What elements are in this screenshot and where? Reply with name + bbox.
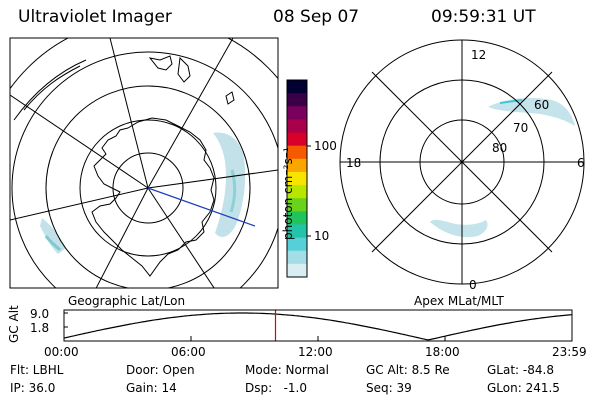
mlat-label-60: 60 xyxy=(534,98,550,112)
instrument-title: Ultraviolet Imager xyxy=(18,7,172,27)
intensity-colorbar xyxy=(286,79,308,278)
filter-info: Flt: LBHL xyxy=(10,363,64,377)
observation-date: 08 Sep 07 xyxy=(273,7,360,27)
geographic-caption: Geographic Lat/Lon xyxy=(68,294,186,308)
colorbar-swatch xyxy=(287,198,307,212)
mlt-label-18: 18 xyxy=(346,156,362,170)
mode-info: Mode: Normal xyxy=(245,363,329,377)
colorbar-swatch xyxy=(287,158,307,173)
colorbar-swatch xyxy=(287,80,307,94)
colorbar-swatch xyxy=(287,211,307,225)
latitude-circles xyxy=(10,38,278,288)
altitude-timeline xyxy=(63,309,573,342)
colorbar-swatch xyxy=(287,171,307,186)
timeline-y-tick-1-8: 1.8 xyxy=(30,321,50,335)
timeline-x-tick-2359: 23:59 xyxy=(552,345,587,359)
dsp-info: Dsp: -1.0 xyxy=(245,381,308,395)
colorbar-swatch xyxy=(287,119,307,134)
colorbar-swatch xyxy=(287,93,307,107)
geographic-map xyxy=(9,37,279,289)
colorbar-swatch xyxy=(287,145,307,160)
mlt-label-0: 0 xyxy=(469,278,477,292)
coastline xyxy=(91,117,215,277)
glon-info: GLon: 241.5 xyxy=(487,381,560,395)
timeline-y-tick-9: 9.0 xyxy=(30,307,50,321)
aurora-emission-right xyxy=(430,98,575,238)
colorbar-swatch xyxy=(287,237,307,252)
glat-info: GLat: -84.8 xyxy=(487,363,554,377)
colorbar-tick-100: 100 xyxy=(314,139,337,153)
timeline-x-tick-0600: 06:00 xyxy=(171,345,206,359)
colorbar-swatch xyxy=(287,132,307,147)
colorbar-unit-label: photon cm⁻²s⁻¹ xyxy=(281,147,295,240)
timeline-x-tick-0000: 00:00 xyxy=(44,345,79,359)
timeline-y-label: GC Alt xyxy=(7,305,21,343)
seq-info: Seq: 39 xyxy=(366,381,412,395)
mlat-label-70: 70 xyxy=(513,121,529,135)
noon-meridian-line xyxy=(147,187,256,227)
timeline-x-tick-1800: 18:00 xyxy=(425,345,460,359)
magnetic-polar-plot xyxy=(339,39,585,285)
colorbar-tick-10: 10 xyxy=(314,229,330,243)
longitude-lines xyxy=(10,38,278,288)
apex-caption: Apex MLat/MLT xyxy=(414,294,504,308)
gc-alt-info: GC Alt: 8.5 Re xyxy=(366,363,450,377)
mlt-label-12: 12 xyxy=(471,48,487,62)
observation-time: 09:59:31 UT xyxy=(431,7,536,27)
colorbar-swatch xyxy=(287,250,307,265)
timeline-x-tick-1200: 12:00 xyxy=(298,345,333,359)
door-info: Door: Open xyxy=(126,363,195,377)
aurora-emission-left xyxy=(40,132,246,254)
mlat-label-80: 80 xyxy=(492,141,508,155)
mlt-label-6: 6 xyxy=(577,156,585,170)
colorbar-swatch xyxy=(287,224,307,239)
gain-info: Gain: 14 xyxy=(126,381,177,395)
colorbar-swatch xyxy=(287,185,307,199)
colorbar-swatch xyxy=(287,263,307,278)
colorbar-swatch xyxy=(287,106,307,120)
ip-info: IP: 36.0 xyxy=(10,381,56,395)
